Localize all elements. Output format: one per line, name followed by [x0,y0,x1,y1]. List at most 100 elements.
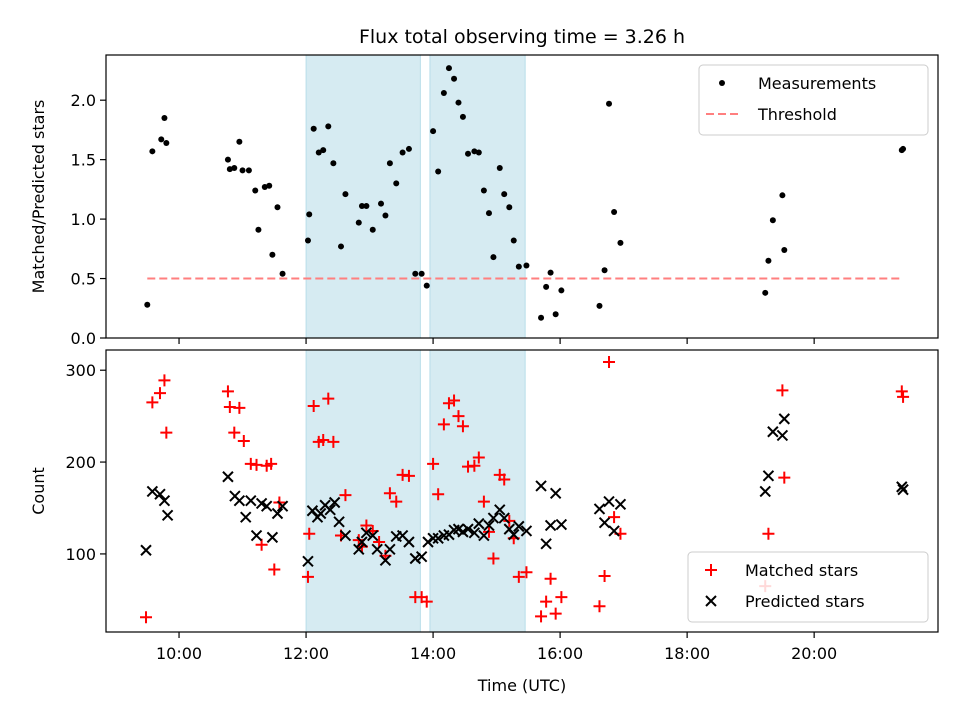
predicted-point [608,525,620,537]
predicted-point [555,518,568,531]
measurement-point [617,239,624,246]
y-tick-label: 200 [65,453,96,472]
measurement-point [393,180,400,187]
measurement-point [274,204,281,211]
matched-point [456,420,469,433]
measurement-point [382,212,389,219]
predicted-point [540,538,552,550]
matched-point [339,489,352,502]
panel-2: 100 200 300 10:00 12:00 14:00 16:00 18:00 20:00 C… [29,349,939,695]
matched-point [895,385,908,398]
matched-point [540,595,553,608]
measurement-point [900,145,907,152]
predicted-point [250,529,263,542]
matched-point [303,527,316,540]
predicted-point [384,543,396,556]
matched-point [477,495,490,508]
y-axis-label: Count [29,467,48,515]
predicted-point [222,471,234,483]
measurement-point [596,302,603,309]
y-tick-label: 1.0 [71,210,96,229]
measurement-point [405,145,412,152]
y-tick-label: 2.0 [71,91,96,110]
predicted-point [473,517,485,530]
measurement-point [236,138,243,145]
y-tick-label: 0.5 [71,270,96,289]
legend-label: Threshold [757,105,837,124]
matched-point [153,387,166,400]
predicted-point [487,512,500,524]
predicted-point [593,503,606,515]
predicted-point [158,494,171,507]
predicted-point [513,520,525,533]
measurement-point [762,289,769,296]
matched-point [265,457,278,470]
predicted-point [314,507,327,520]
measurement-point [501,191,508,198]
predicted-point [498,512,510,524]
measurement-point [369,226,376,233]
measurement-point [144,301,151,308]
measurement-point [149,148,156,155]
predicted-point [154,488,166,500]
matched-point [420,595,433,608]
matched-point [373,535,386,548]
measurement-point [355,219,362,226]
predicted-point [339,529,352,542]
matched-point [598,569,611,582]
y-tick-label: 100 [65,545,96,564]
matched-point [498,473,511,486]
axes-frame [105,54,939,339]
predicted-point [233,494,246,507]
predicted-point [483,519,495,532]
matched-point [549,607,562,620]
predicted-point [371,543,383,556]
axes-frame [105,349,939,633]
y-tick-label: 1.5 [71,151,96,170]
predicted-point [767,426,779,438]
measurement-point [330,160,337,167]
measurement-point [547,269,554,276]
predicted-point [240,511,252,523]
legend: Matched stars Predicted stars [687,551,929,623]
x-tick-label: 16:00 [537,644,583,663]
predicted-point [356,536,368,548]
measurement-point [506,204,513,211]
predicted-point [427,532,439,545]
measurement-point [378,200,385,207]
measurement-point [358,203,365,210]
x-axis-label: Time (UTC) [477,676,566,695]
matched-point [520,566,533,579]
matched-point [468,459,481,472]
matched-point [608,511,621,524]
measurement-point [224,156,231,163]
legend-box [698,64,929,136]
matched-point [237,434,250,447]
predicted-point [778,413,791,425]
measurement-point [465,150,472,157]
predicted-point [379,554,392,567]
shaded-window-1 [305,54,421,339]
predicted-point [896,481,908,493]
measurement-point [459,113,466,120]
predicted-point [271,507,284,520]
measurement-point [418,270,425,277]
measurement-point [558,287,565,294]
predicted-point [535,480,547,492]
x-tick-label: 10:00 [156,644,202,663]
measurement-point [769,217,776,224]
matched-point [487,552,500,565]
measurement-point [430,128,437,135]
measurement-point [342,191,349,198]
measurement-point [239,167,246,174]
measurement-point [475,149,482,156]
matched-point [603,355,616,368]
legend-label: Predicted stars [745,592,865,611]
measurement-point [363,203,370,210]
measurement-point [399,149,406,156]
predicted-point [415,550,428,563]
y-tick-label: 300 [65,361,96,380]
predicted-point [776,429,789,442]
measurement-point [552,311,559,318]
panel-1: 0.0 0.5 1.0 1.5 2.0 Matched/Predicted stars Me… [29,54,939,348]
